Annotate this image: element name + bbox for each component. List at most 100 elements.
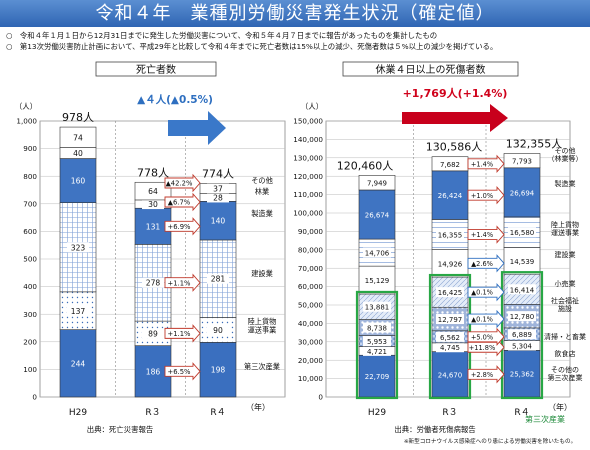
chart0-ytick: 800: [23, 172, 37, 181]
chart1-segment-label: 13,881: [365, 304, 390, 312]
chart0-bar-segment: [59, 158, 97, 203]
chart1-ytick: 140,000: [293, 135, 323, 144]
chart1-ylabel: （人）: [301, 102, 324, 111]
chart1-segment-label: 8,738: [367, 325, 387, 333]
chart1-segment-label: 5,304: [512, 342, 533, 350]
chart1-category-label: H29: [368, 408, 386, 418]
chart1-ytick: 70,000: [298, 264, 324, 273]
chart1-bar-segment: [431, 351, 469, 398]
chart0-ytick: 700: [23, 199, 37, 208]
chart1-segment-label-bg: [436, 314, 464, 325]
chart1-segment-label: 16,355: [438, 232, 463, 240]
chart1-ytick: 80,000: [298, 245, 324, 254]
chart1-bar-segment: [503, 350, 541, 398]
chart1-segment-label-bg: [363, 345, 391, 356]
note-1: ○ 令和４年１月１日から12月31日までに発生した労働災害について、令和５年４月…: [6, 31, 438, 40]
chart0-bar-segment: [199, 342, 237, 398]
chart1-change-label: ▲0.1%: [471, 316, 493, 324]
chart0-ytick: 0: [32, 393, 37, 402]
chart0-segment-label: 90: [213, 326, 223, 335]
chart1-ytick: 60,000: [298, 282, 324, 291]
chart0-change-arrow: [164, 273, 201, 292]
chart1-series-label: 小売業: [555, 279, 576, 288]
chart1-segment-label-bg: [363, 336, 391, 347]
chart1-title-box: [342, 61, 519, 77]
chart1-segment-label-bg: [436, 158, 464, 169]
chart1-segment-label: 6,562: [440, 334, 460, 342]
chart1-segment-label: 26,694: [510, 189, 535, 197]
chart1-footnote: ※新型コロナウイルス感染症へのり患による労働災害を除いたもの。: [404, 437, 576, 445]
chart1-ytick: 30,000: [298, 337, 324, 346]
chart1-year-unit: （年）: [548, 402, 572, 412]
chart0-ytick: 300: [23, 310, 37, 319]
chart0-trend-arrow: [168, 111, 226, 145]
chart0-segment-label: 160: [71, 177, 86, 186]
chart1-segment-label: 14,706: [365, 250, 390, 258]
chart1-change-label: +1.4%: [471, 160, 493, 168]
chart1-change-label: ▲2.6%: [471, 260, 493, 268]
chart0-segment-label: 28: [213, 193, 223, 202]
chart1-ytick: 40,000: [298, 319, 324, 328]
chart1-total-label: 132,355人: [506, 137, 563, 150]
chart1-change-arrow: [467, 309, 505, 329]
chart0-change-label: ▲6.7%: [168, 199, 191, 207]
chart1-third-sector-label: 第三次産業: [525, 414, 565, 424]
chart0-segment-label-bg: [207, 183, 229, 194]
chart1-segment-label: 14,539: [510, 258, 535, 266]
chart1-change-arrow: [467, 254, 505, 273]
chart1-series-label: その他（林業等）: [548, 146, 583, 163]
chart1-segment-label: 7,949: [367, 180, 387, 188]
chart0-segment-label: 40: [73, 149, 83, 158]
chart1-segment-label-bg: [363, 177, 391, 188]
chart0-change-arrow: [164, 173, 201, 193]
chart1-change-label: +2.8%: [471, 371, 493, 379]
chart0-series-label: 陸上貨物運送事業: [248, 317, 277, 334]
chart1-segment-label: 16,580: [510, 229, 535, 237]
chart1-segment-label: 5,953: [367, 338, 387, 346]
chart1-segment-label: 12,780: [510, 313, 535, 321]
chart1-series-label: 社会福祉施設: [551, 296, 579, 313]
chart0-series-label: その他: [251, 176, 273, 185]
chart0-total-label: 778人: [137, 166, 169, 179]
chart0-change-label: ▲42.2%: [166, 180, 193, 188]
chart0-segment-label: 137: [71, 307, 86, 316]
chart1-series-label: 陸上貨物運送事業: [551, 220, 579, 237]
chart1-change-headline: +1,769人(+1.4%): [403, 86, 508, 100]
chart0-segment-label-bg: [67, 242, 89, 253]
chart0-series-label: 建設業: [251, 269, 273, 278]
chart0-segment-label: 140: [211, 217, 226, 226]
chart0-series-label: 第三次産業: [244, 362, 280, 371]
chart1-title: 休業４日以上の死傷者数: [376, 63, 486, 76]
chart0-series-label: 製造業: [251, 209, 273, 218]
chart1-ytick: 10,000: [298, 374, 324, 383]
chart1-segment-label-bg: [508, 155, 536, 166]
chart1-segment-label-bg: [363, 275, 391, 286]
chart1-series-label: 飲食店: [555, 349, 576, 358]
chart0-change-arrow: [164, 192, 201, 212]
chart0-change-label: +6.9%: [168, 223, 192, 231]
page-title: 令和４年 業種別労働災害発生状況（確定値）: [0, 0, 590, 27]
chart1-segment-label: 4,721: [367, 348, 387, 356]
chart1-segment-label-bg: [508, 227, 536, 238]
chart0-series-label: 林業: [255, 187, 269, 196]
chart1-series-label: 清掃・と畜業: [544, 332, 586, 341]
chart1-segment-label: 25,362: [510, 371, 535, 379]
chart1-ytick: 20,000: [298, 356, 324, 365]
chart1-category-label: R３: [442, 408, 457, 418]
chart0-change-label: +1.1%: [168, 330, 192, 338]
chart1-segment-label: 15,129: [365, 277, 390, 285]
chart0-segment-label-bg: [207, 192, 229, 203]
chart1-change-label: +5.0%: [471, 333, 493, 341]
chart0-total-label: 774人: [202, 167, 234, 180]
chart1-segment-label: 12,797: [438, 316, 463, 324]
chart0-segment-label: 64: [148, 187, 158, 196]
chart1-change-label: ▲0.1%: [471, 289, 493, 297]
chart0-ytick: 500: [23, 255, 37, 264]
chart0-bar-segment: [199, 201, 237, 241]
chart0-segment-label-bg: [207, 324, 229, 335]
chart1-segment-label: 7,793: [512, 158, 532, 166]
note-2: ○ 第13次労働災害防止計画において、平成29年と比較して令和４年までに死亡者数…: [6, 42, 498, 51]
chart0-ytick: 100: [23, 365, 37, 374]
chart1-segment-label: 26,424: [438, 192, 463, 200]
